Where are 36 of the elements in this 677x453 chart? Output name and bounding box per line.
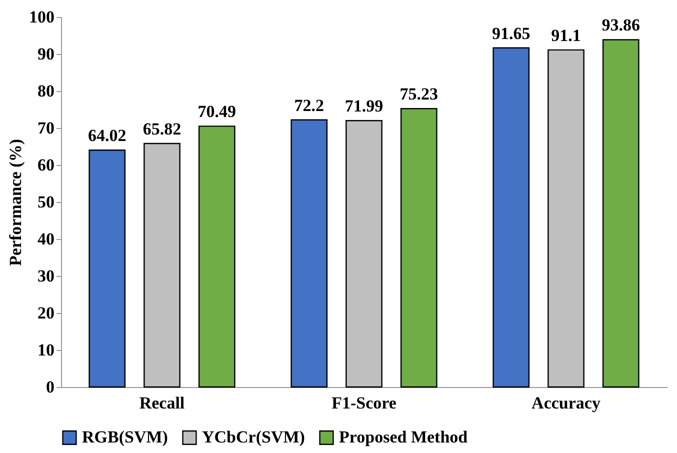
y-tick-label: 90 bbox=[38, 44, 54, 64]
bar bbox=[602, 39, 640, 388]
y-axis-title: Performance (%) bbox=[6, 139, 25, 266]
legend-label: YCbCr(SVM) bbox=[202, 428, 305, 447]
y-tick-label: 100 bbox=[29, 8, 54, 26]
data-label: 75.23 bbox=[400, 84, 438, 104]
y-tick-label: 10 bbox=[38, 340, 54, 360]
bar bbox=[400, 108, 438, 388]
bar bbox=[548, 49, 584, 388]
bar bbox=[290, 119, 328, 388]
bar bbox=[88, 150, 126, 388]
data-label: 64.02 bbox=[88, 126, 126, 146]
legend-label: Proposed Method bbox=[339, 428, 468, 447]
bar bbox=[492, 47, 530, 388]
x-tick-label: Recall bbox=[139, 394, 185, 412]
y-tick-label: 70 bbox=[38, 118, 54, 138]
data-label: 72.2 bbox=[294, 96, 324, 115]
y-tick-label: 50 bbox=[38, 192, 54, 212]
y-tick-label: 20 bbox=[38, 304, 54, 322]
bar bbox=[198, 126, 236, 388]
y-tick-label: 80 bbox=[38, 82, 54, 100]
y-tick-label: 0 bbox=[46, 378, 54, 396]
data-label: 91.1 bbox=[551, 26, 581, 45]
data-label: 70.49 bbox=[198, 102, 236, 122]
data-label: 65.82 bbox=[142, 119, 182, 138]
y-tick-label: 60 bbox=[38, 156, 54, 174]
data-label: 71.99 bbox=[344, 96, 384, 116]
data-label: 93.86 bbox=[602, 16, 640, 35]
x-tick-label: F1-Score bbox=[332, 394, 397, 412]
legend-label: RGB(SVM) bbox=[82, 428, 168, 447]
bar bbox=[346, 120, 382, 388]
data-label: 91.65 bbox=[492, 24, 530, 43]
x-tick-label: Accuracy bbox=[532, 394, 601, 412]
y-tick-label: 40 bbox=[38, 230, 54, 248]
bar bbox=[144, 142, 180, 388]
y-tick-label: 30 bbox=[38, 266, 54, 286]
